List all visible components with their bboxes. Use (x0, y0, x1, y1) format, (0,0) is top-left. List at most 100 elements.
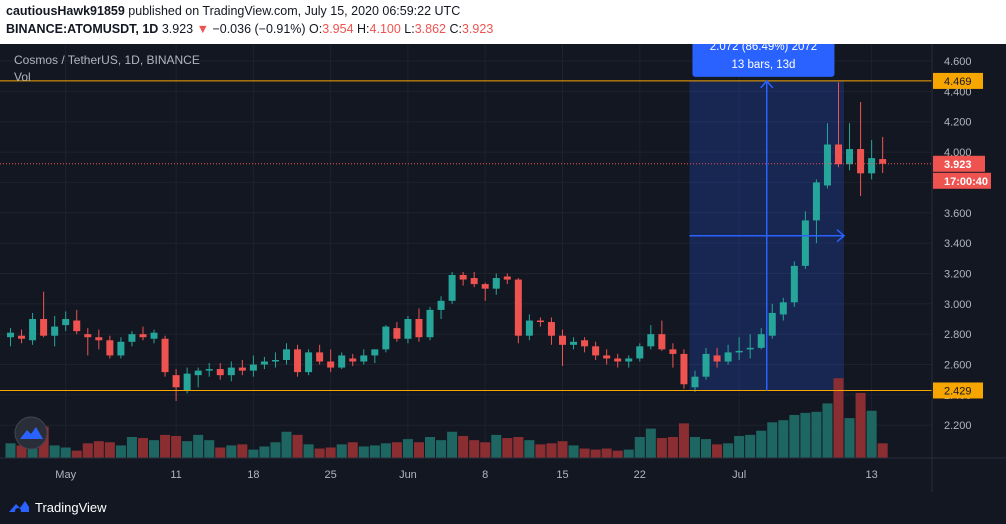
volume-bar (137, 438, 148, 458)
volume-bar (877, 443, 888, 458)
high-value: 4.100 (369, 22, 401, 36)
volume-bar (325, 447, 336, 458)
candle-body (514, 279, 522, 336)
measure-right-arrowhead-icon (836, 229, 846, 243)
volume-label: Vol (14, 70, 31, 84)
horizontal-lines[interactable] (0, 80, 932, 391)
volume-bar (789, 414, 800, 458)
volume-bar (60, 447, 71, 458)
candle (139, 326, 147, 341)
candle (691, 370, 699, 392)
candle-body (713, 355, 721, 362)
y-tick-label: 3.000 (944, 299, 972, 311)
candle-body (249, 364, 257, 371)
volume-bar (248, 449, 259, 458)
username[interactable]: cautiousHawk91859 (6, 4, 125, 18)
candle-body (73, 320, 81, 332)
volume-bar (314, 448, 325, 458)
candle-body (216, 369, 224, 376)
measure-tool[interactable]: 2.072 (86.49%) 2072 13 bars, 13d (689, 44, 846, 391)
candle (702, 347, 710, 380)
volume-bar (193, 434, 204, 458)
volume-bar (513, 437, 524, 458)
candle-body (139, 334, 147, 338)
candle (316, 344, 324, 365)
x-tick-label: Jul (732, 469, 746, 481)
measure-label-box[interactable] (692, 44, 835, 77)
candle (415, 308, 423, 342)
candle-body (614, 358, 622, 362)
candle-body (536, 320, 544, 323)
volume-bar (391, 442, 402, 458)
candle (305, 349, 313, 376)
volume-bar (579, 448, 590, 458)
candle (227, 361, 235, 382)
candle (680, 349, 688, 389)
publish-line: cautiousHawk91859 published on TradingVi… (6, 4, 460, 18)
volume-bar (822, 403, 833, 458)
candle (658, 320, 666, 351)
measure-change-label: 2.072 (86.49%) 2072 (710, 44, 817, 53)
candle-body (305, 352, 313, 373)
price-change: −0.036 (−0.91%) (212, 22, 306, 36)
candle (835, 82, 842, 168)
volume-bar (689, 437, 700, 458)
candle-body (669, 349, 677, 354)
candle (503, 273, 511, 285)
last-price-label: 3.923 (944, 159, 972, 171)
candle (525, 314, 533, 341)
volume-bar (568, 445, 579, 458)
candle (536, 317, 544, 327)
candle (194, 367, 202, 388)
candle (260, 356, 268, 370)
down-arrow-icon: ▼ (196, 22, 209, 36)
candle-body (846, 149, 854, 165)
candle-body (492, 278, 500, 289)
x-tick-label: Jun (399, 469, 417, 481)
volume-bar (546, 443, 557, 458)
tradingview-chart-logo-icon[interactable] (14, 416, 48, 450)
candle-body (426, 309, 434, 338)
candle-body (349, 358, 357, 362)
volume-bar (303, 444, 314, 458)
candle (404, 315, 412, 344)
candle-body (636, 346, 644, 359)
candle-body (768, 312, 776, 336)
candle (459, 271, 467, 286)
candle-body (283, 349, 290, 360)
volume-bar (634, 437, 645, 458)
volume-bar (524, 440, 535, 458)
candle (492, 273, 500, 295)
candle-body (746, 347, 754, 350)
last-price-tag (933, 155, 985, 172)
price-chart[interactable]: 2.072 (86.49%) 2072 13 bars, 13d 2.200 2.4… (0, 44, 1006, 492)
candle (249, 355, 257, 377)
candle (205, 363, 213, 377)
candle (768, 303, 776, 339)
bar-countdown-label: 17:00:40 (944, 176, 988, 188)
volume-bar (491, 434, 502, 458)
candles (7, 82, 887, 401)
chart-area[interactable]: 2.072 (86.49%) 2072 13 bars, 13d 2.200 2.4… (0, 44, 1006, 492)
volume-bar (590, 449, 601, 458)
candle-body (62, 319, 70, 326)
candle (669, 343, 677, 368)
candle-body (823, 144, 831, 186)
candle (51, 315, 59, 347)
volume-bar (270, 442, 281, 458)
tradingview-brand[interactable]: TradingView (8, 498, 107, 516)
candle (40, 291, 48, 338)
volume-bar (645, 428, 656, 458)
last-price-value: 3.923 (161, 22, 194, 36)
candle-body (316, 352, 324, 362)
volume-bar (623, 449, 634, 458)
volume-bar (502, 438, 513, 458)
candle (84, 328, 92, 356)
candle-body (51, 326, 59, 336)
x-tick-label: 11 (170, 469, 181, 481)
volume-bar (369, 445, 380, 458)
candle-body (117, 341, 125, 356)
candle-body (448, 275, 456, 301)
candle-body (205, 369, 213, 371)
candle (724, 344, 732, 365)
